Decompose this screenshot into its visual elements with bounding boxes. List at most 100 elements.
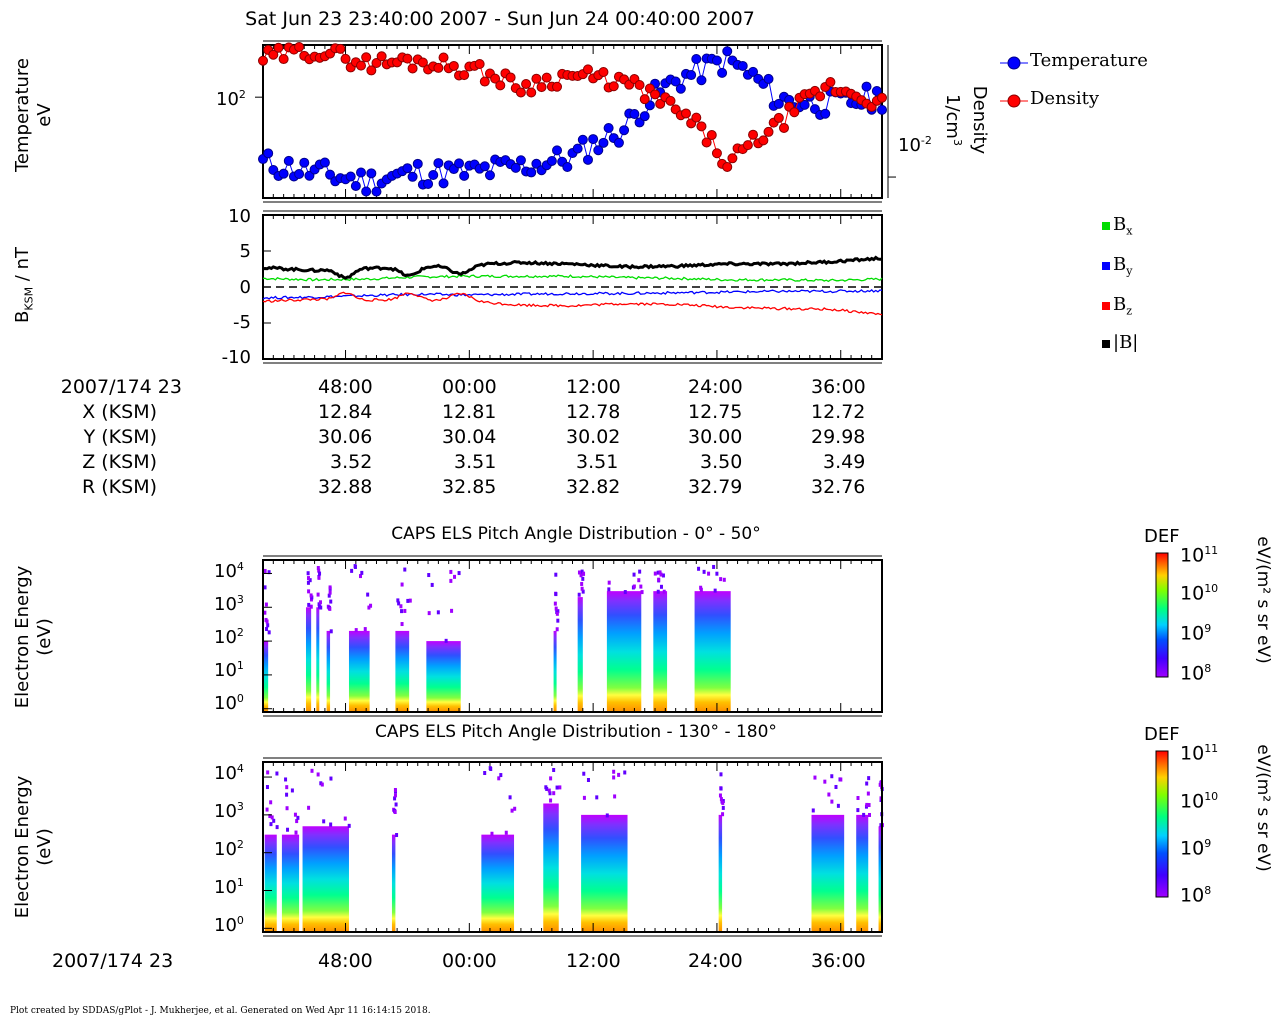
spectrogram2-data-block — [481, 834, 515, 932]
temperature-point — [428, 170, 439, 181]
spectrogram2-speckle — [834, 784, 838, 789]
spectrogram2-data-block — [811, 814, 845, 932]
ephemeris-value: 30.02 — [566, 426, 621, 448]
spectrogram2-speckle — [275, 825, 279, 830]
density-point — [402, 53, 413, 64]
spectrogram2-speckle — [605, 813, 609, 818]
spectrogram1-speckle — [555, 627, 559, 632]
spectrogram2-speckle — [268, 814, 272, 819]
density-point — [552, 81, 563, 92]
spectrogram2-speckle — [275, 771, 279, 776]
density-point — [815, 91, 826, 102]
spectrogram2-speckle — [721, 812, 725, 817]
ephemeris-row-y: Y (KSM) 30.06 30.04 30.02 30.00 29.98 — [0, 426, 1280, 450]
ephemeris-value: 3.52 — [330, 451, 373, 473]
legend-bz: Bz — [1102, 294, 1138, 332]
temperature-point — [670, 76, 681, 87]
ephemeris-value: 30.04 — [442, 426, 497, 448]
temperature-point — [593, 145, 604, 156]
spectrogram1-speckle — [263, 568, 267, 573]
spectrogram2-speckle — [552, 791, 556, 796]
spec2-ytick: 103 — [214, 800, 244, 822]
b-ytick: 0 — [239, 277, 251, 298]
spectrogram1-speckle — [308, 578, 312, 583]
spectrogram2-speckle — [721, 805, 725, 810]
spectrogram1-speckle — [266, 623, 270, 628]
spectrogram1-speckle — [329, 629, 333, 634]
spectrogram1-speckle — [555, 611, 559, 616]
spectrogram1-speckle — [265, 627, 269, 632]
legend-bmag: |B| — [1102, 332, 1138, 372]
colorbar2-title: DEF — [1144, 724, 1180, 745]
spectrogram1-speckle — [406, 598, 410, 603]
spectrogram1-speckle — [317, 568, 321, 573]
ephemeris-row-r: R (KSM) 32.88 32.85 32.82 32.79 32.76 — [0, 476, 1280, 500]
ephemeris-value: 12.84 — [318, 401, 373, 423]
spectrogram2-speckle — [719, 797, 723, 802]
spectrogram2-speckle — [322, 819, 326, 824]
density-point — [366, 65, 377, 76]
spectrogram1-data-block — [606, 591, 642, 712]
temperature-point — [438, 178, 449, 189]
spectrogram2-speckle — [272, 818, 276, 823]
magnetic-field-panel — [262, 210, 883, 364]
spectrogram1-speckle — [607, 587, 611, 592]
panel2-legend: Bx By Bz |B| — [1102, 214, 1138, 372]
cbar1-tick: 1011 — [1180, 544, 1219, 567]
temperature-point — [613, 137, 624, 148]
spectrogram1-speckle — [399, 604, 403, 609]
spectrogram1-speckle — [713, 588, 717, 593]
density-point — [773, 112, 784, 123]
spectrogram1-speckle — [580, 581, 584, 586]
spectrogram1-data-block — [553, 630, 557, 712]
density-point — [608, 81, 619, 92]
cbar2-tick: 1011 — [1180, 742, 1219, 765]
density-point — [711, 148, 722, 159]
spectrogram2-speckle — [265, 807, 269, 812]
b-ytick: -5 — [233, 312, 251, 333]
density-point — [438, 52, 449, 63]
spectrogram2-speckle — [269, 822, 273, 827]
spectrogram1-speckle — [656, 589, 660, 594]
ephemeris-value: 3.51 — [454, 451, 497, 473]
ephemeris-value: 32.79 — [688, 476, 743, 498]
temperature-point — [799, 99, 810, 110]
ephemeris-label: X (KSM) — [82, 401, 157, 423]
spectrogram2-speckle — [862, 812, 866, 817]
temperature-point — [319, 157, 330, 168]
ephemeris-value: 48:00 — [318, 376, 373, 398]
spectrogram-130-180-panel — [262, 757, 884, 937]
spectrogram2-speckle — [293, 812, 297, 817]
temperature-point — [711, 55, 722, 66]
temperature-point — [552, 145, 563, 156]
spectrogram1-speckle — [697, 566, 701, 571]
density-point — [474, 59, 485, 70]
spectrogram1-speckle — [316, 592, 320, 597]
legend-bz-sub: z — [1126, 304, 1133, 318]
spectrogram1-speckle — [715, 571, 719, 576]
spectrogram2-speckle — [319, 781, 323, 786]
spectrogram1-speckle — [353, 564, 357, 569]
spectrogram1-speckle — [328, 585, 332, 590]
ephemeris-value: 32.88 — [318, 476, 373, 498]
spectrogram2-speckle — [839, 777, 843, 782]
spectrogram1-speckle — [403, 608, 407, 613]
spectrogram2-speckle — [866, 791, 870, 796]
density-point — [825, 77, 836, 88]
spectrogram1-speckle — [556, 618, 560, 623]
temperature-point — [546, 155, 557, 166]
spectrogram1-speckle — [661, 573, 665, 578]
spectrogram1-speckle — [317, 575, 321, 580]
spectrogram2-speckle — [718, 793, 722, 798]
spectrogram1-speckle — [306, 571, 310, 576]
temperature-point — [325, 169, 336, 180]
bottom-axis-label: 2007/174 23 — [52, 950, 174, 972]
cbar1-tick: 1010 — [1180, 582, 1219, 605]
temperature-point — [691, 54, 702, 65]
spectrogram1-data-block — [326, 630, 331, 712]
spectrogram1-speckle — [316, 566, 320, 571]
density-point — [531, 73, 542, 84]
temperature-point — [356, 167, 367, 178]
spectrogram2-speckle — [310, 768, 314, 773]
spectrogram1-speckle — [367, 605, 371, 610]
